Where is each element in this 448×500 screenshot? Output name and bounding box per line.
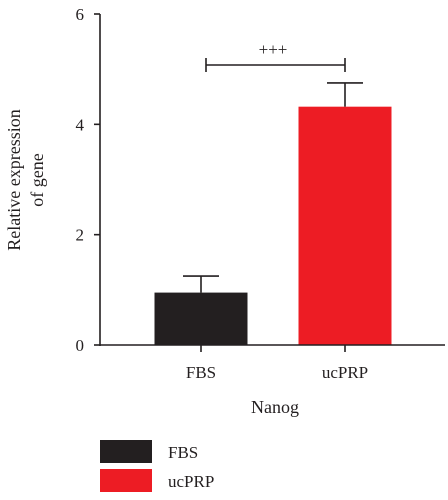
legend-swatch-fbs	[100, 440, 152, 463]
x-tick-label: FBS	[186, 363, 216, 382]
y-axis-title-line-1: Relative expression	[4, 109, 24, 250]
bars	[154, 82, 392, 346]
y-tick-label: 2	[76, 226, 85, 245]
x-axis-title: Nanog	[251, 397, 299, 417]
axes	[99, 14, 445, 346]
significance-label: +++	[259, 40, 288, 59]
legend: FBS ucPRP	[100, 440, 214, 492]
y-axis-title-line-2: of gene	[27, 153, 47, 206]
legend-label: FBS	[168, 443, 198, 462]
y-tick-label: 6	[76, 5, 85, 24]
bar-ucprp	[298, 106, 392, 346]
y-tick-label: 4	[76, 115, 85, 134]
x-axis-ticks: FBS ucPRP	[186, 345, 368, 382]
legend-swatch-ucprp	[100, 469, 152, 492]
significance-bracket: +++	[205, 40, 346, 72]
x-tick-label: ucPRP	[322, 363, 368, 382]
y-axis-title: Relative expression of gene	[4, 109, 47, 250]
y-tick-label: 0	[76, 336, 85, 355]
bar-fbs	[154, 292, 248, 345]
legend-label: ucPRP	[168, 472, 214, 491]
y-axis-ticks: 0 2 4 6	[76, 5, 100, 355]
